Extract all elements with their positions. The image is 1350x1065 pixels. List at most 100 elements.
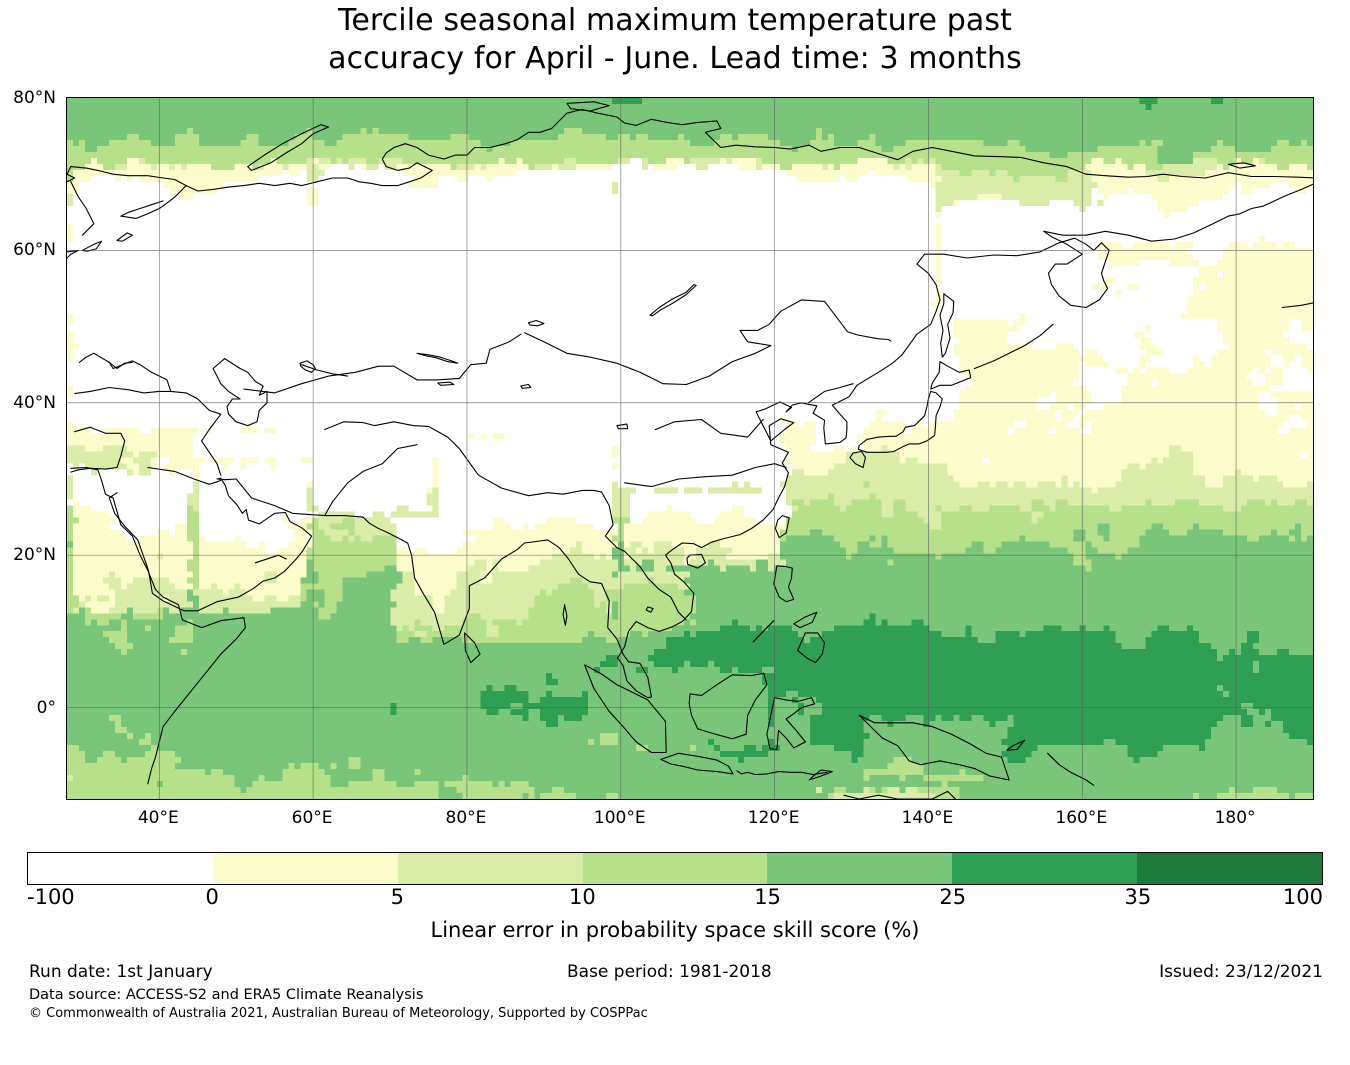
data-source-text: Data source: ACCESS-S2 and ERA5 Climate …	[29, 987, 424, 1003]
coastline-path	[645, 606, 654, 613]
coastline-path	[81, 240, 103, 252]
coastline-path	[324, 421, 395, 431]
coastline-path	[807, 383, 854, 404]
coastline-path	[774, 515, 790, 539]
colorbar	[27, 852, 1323, 885]
coastline-path	[843, 790, 956, 799]
colorbar-tick-label: 25	[939, 885, 967, 909]
coastline-path	[120, 185, 187, 219]
coastline-path	[857, 390, 943, 453]
coastline-path	[808, 769, 833, 781]
latitude-tick-label: 80°N	[13, 88, 56, 108]
longitude-tick-label: 60°E	[291, 808, 333, 828]
coastline-path	[70, 466, 103, 482]
coastline-path	[299, 360, 316, 373]
latitude-tick-label: 40°N	[13, 392, 56, 413]
coastline-path	[527, 319, 545, 327]
coastline-path	[416, 352, 459, 364]
colorbar-tick-label: 5	[390, 885, 404, 909]
coastline-path	[766, 697, 816, 751]
graticule-layer	[67, 98, 1313, 799]
coastline-path	[562, 604, 568, 626]
coastline-path	[324, 444, 418, 517]
coastline-path	[566, 101, 610, 112]
longitude-tick-label: 100°E	[593, 808, 646, 828]
coastline-path	[939, 293, 955, 358]
colorbar-tick-label: 15	[754, 885, 781, 909]
title-line-2: accuracy for April - June. Lead time: 3 …	[328, 41, 1022, 76]
colorbar-tick-label: -100	[27, 885, 75, 909]
longitude-tick-label: 40°E	[137, 808, 179, 828]
coastline-path	[243, 333, 522, 394]
coastline-path	[686, 553, 706, 569]
coastline-path	[437, 381, 455, 386]
colorbar-tick-label: 35	[1124, 885, 1152, 909]
latitude-tick-label: 20°N	[13, 545, 56, 566]
latitude-tick-label: 0°	[36, 697, 56, 718]
coastline-path	[393, 421, 603, 497]
coastline-path	[974, 323, 1054, 370]
longitude-tick-label: 120°E	[747, 808, 800, 828]
coastline-path	[600, 491, 687, 621]
colorbar-segment	[397, 853, 583, 884]
footer-row-primary: Run date: 1st January Base period: 1981-…	[0, 962, 1350, 984]
coastline-path	[624, 463, 787, 488]
coastline-path	[464, 632, 481, 664]
coastline-path	[649, 284, 697, 317]
colorbar-segment	[1137, 853, 1322, 884]
colorbar-segment	[212, 853, 398, 884]
coastline-path	[247, 124, 330, 171]
coastline-path	[212, 358, 268, 427]
map-plot-area	[66, 97, 1314, 800]
coastline-path	[1047, 752, 1095, 786]
coastline-path	[752, 620, 775, 643]
coastline-path	[930, 361, 972, 390]
coastline-path	[849, 450, 866, 469]
colorbar-segment	[582, 853, 768, 884]
longitude-tick-label: 140°E	[901, 808, 954, 828]
coastline-path	[858, 714, 1010, 781]
colorbar-segment	[952, 853, 1138, 884]
coastline-path	[1006, 739, 1026, 751]
coastline-path	[736, 770, 828, 776]
longitude-tick-label: 80°E	[445, 808, 487, 828]
coastline-path	[301, 364, 349, 377]
coastline-path	[520, 383, 532, 389]
coastline-layer	[67, 101, 1313, 799]
coastline-path	[147, 617, 246, 785]
colorbar-segment	[767, 853, 953, 884]
base-period-text: Base period: 1981-2018	[567, 962, 772, 982]
issued-date-text: Issued: 23/12/2021	[1159, 962, 1323, 982]
coastline-path	[1281, 302, 1313, 309]
coastline-path	[116, 232, 133, 242]
coastline-path	[773, 565, 795, 603]
coastline-path	[224, 478, 653, 699]
coastline-path	[170, 390, 222, 415]
coastline-path	[108, 361, 133, 370]
coastline-path	[70, 108, 1313, 192]
colorbar-ticks: -100 0 5 10 15 25 35 100	[0, 886, 1350, 912]
skill-score-map	[67, 98, 1313, 799]
coastline-path	[584, 664, 667, 754]
coastline-path	[147, 466, 222, 485]
coastline-path	[201, 413, 222, 476]
coastline-path	[70, 181, 95, 236]
copyright-text: © Commonwealth of Australia 2021, Austra…	[29, 1006, 648, 1021]
title-line-1: Tercile seasonal maximum temperature pas…	[338, 3, 1012, 38]
latitude-tick-label: 60°N	[13, 240, 56, 261]
longitude-tick-label: 180°	[1214, 808, 1256, 828]
colorbar-segment	[28, 853, 213, 884]
coastline-path	[70, 426, 126, 473]
coastline-path	[617, 384, 858, 659]
coastline-path	[793, 611, 818, 629]
coastline-path	[108, 477, 313, 612]
coastline-path	[660, 752, 734, 775]
coastline-path	[797, 632, 826, 664]
colorbar-tick-label: 0	[205, 885, 219, 909]
coastline-path	[654, 418, 764, 438]
coastline-path	[524, 299, 892, 386]
coastline-path	[616, 423, 629, 430]
colorbar-axis-label: Linear error in probability space skill …	[430, 918, 920, 942]
longitude-tick-label: 160°E	[1055, 808, 1108, 828]
